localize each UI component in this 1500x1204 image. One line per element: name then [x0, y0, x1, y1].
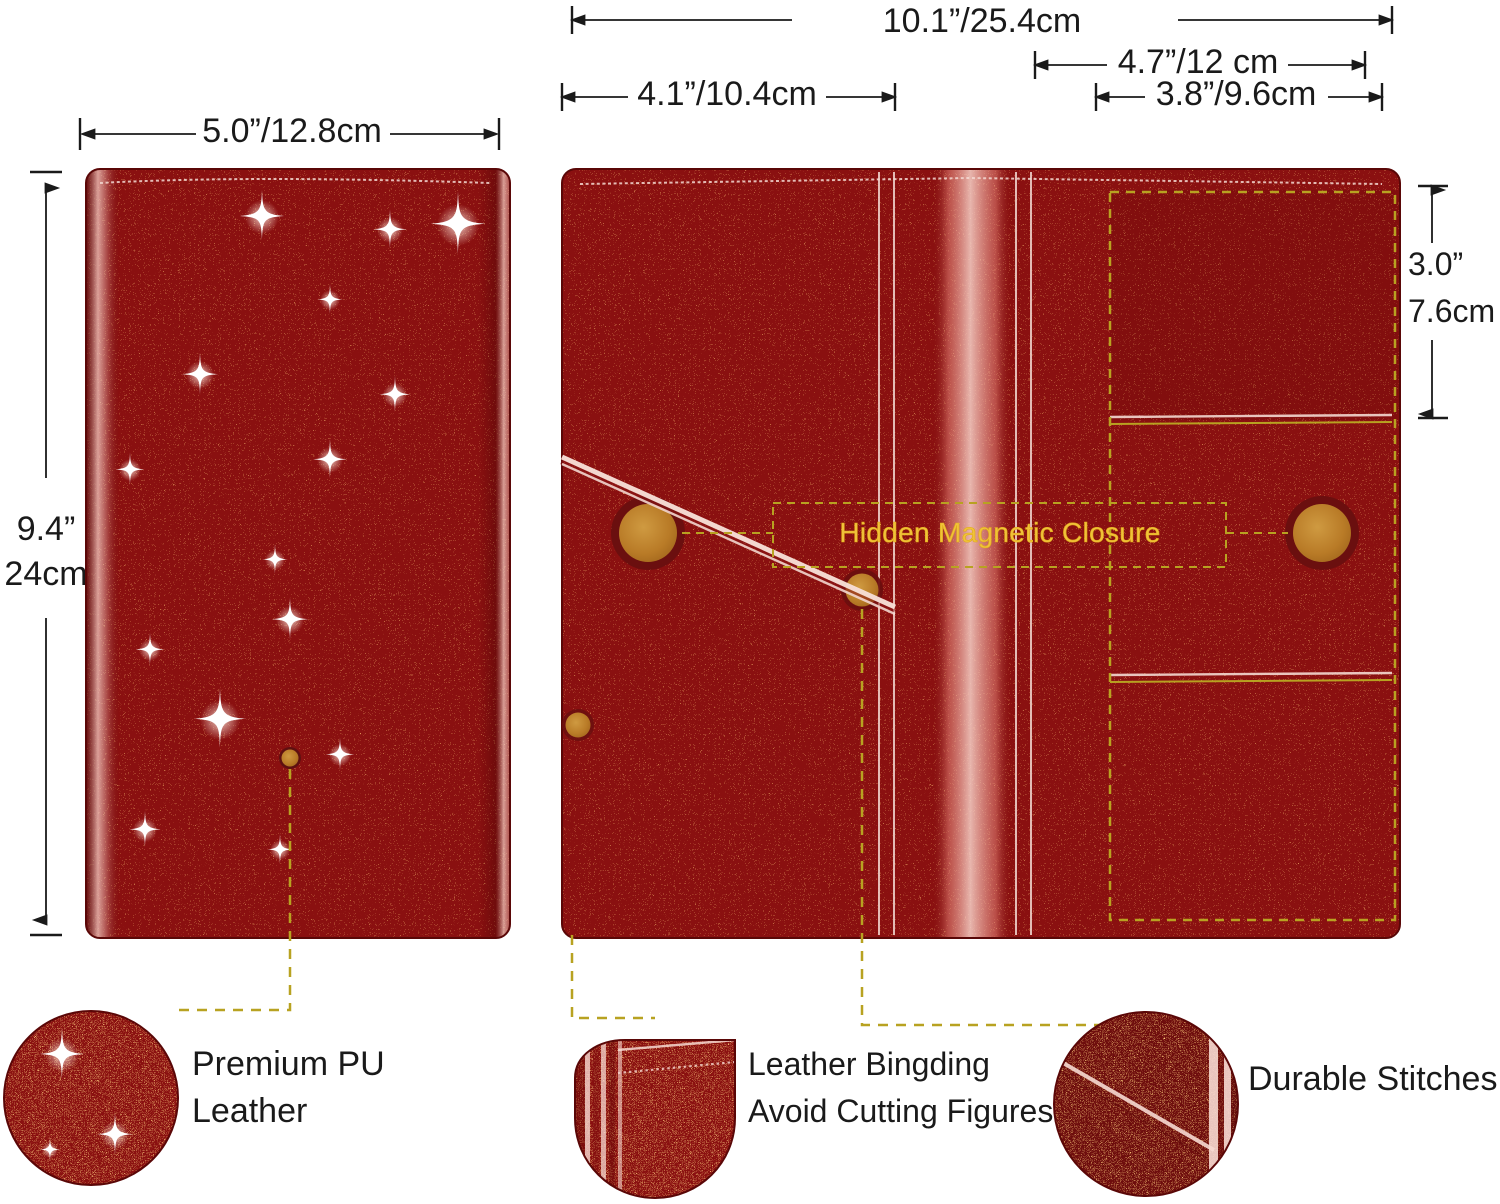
svg-text:24cm: 24cm — [4, 555, 87, 593]
svg-text:Leather Bingding: Leather Bingding — [748, 1046, 990, 1082]
svg-text:Leather: Leather — [192, 1092, 307, 1130]
svg-text:Premium PU: Premium PU — [192, 1045, 385, 1083]
svg-text:5.0”/12.8cm: 5.0”/12.8cm — [202, 112, 382, 150]
svg-text:4.1”/10.4cm: 4.1”/10.4cm — [637, 75, 817, 113]
svg-text:Durable Stitches: Durable Stitches — [1248, 1060, 1497, 1098]
svg-text:9.4”: 9.4” — [17, 510, 76, 548]
svg-text:7.6cm: 7.6cm — [1408, 293, 1495, 329]
svg-text:10.1”/25.4cm: 10.1”/25.4cm — [883, 2, 1081, 40]
svg-text:Avoid Cutting Figures: Avoid Cutting Figures — [748, 1093, 1053, 1129]
svg-text:3.8”/9.6cm: 3.8”/9.6cm — [1156, 75, 1317, 113]
svg-text:3.0”: 3.0” — [1408, 246, 1463, 282]
svg-text:Hidden Magnetic Closure: Hidden Magnetic Closure — [839, 517, 1160, 548]
